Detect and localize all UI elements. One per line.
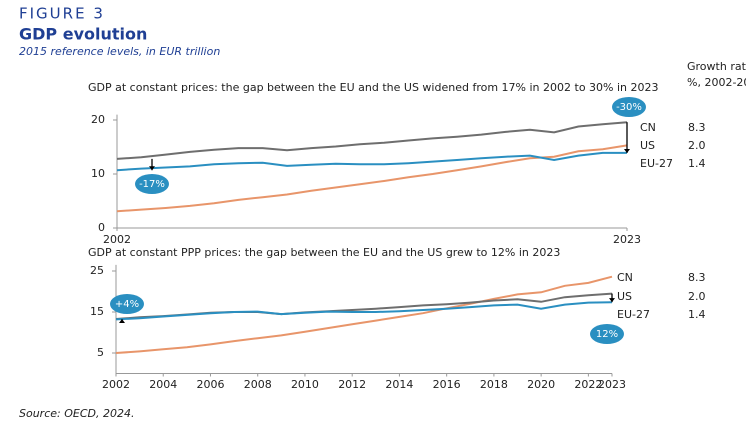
x-tick-label: 2023 [598,378,626,391]
subtitle: 2015 reference levels, in EUR trillion [19,45,220,58]
series-line [115,301,613,321]
annotation-bubble [110,294,144,314]
annotation-bubble [135,174,169,194]
series-label: US [640,139,655,152]
x-tick-label: 2018 [480,378,508,391]
growth-rate: 2.0 [688,290,706,303]
source: Source: OECD, 2024. [19,407,134,420]
x-tick-label: 2006 [196,378,224,391]
chart-title: GDP at constant prices: the gap between … [88,81,659,94]
x-tick-label: 2020 [527,378,555,391]
gap-arrow-head [149,166,155,171]
y-tick-label: 5 [97,346,104,359]
x-tick-label: 2002 [103,233,131,246]
y-tick-label: 15 [90,305,104,318]
x-tick-label: 2002 [102,378,130,391]
x-tick-label: 2012 [338,378,366,391]
title: GDP evolution [19,25,147,44]
growth-rate: 8.3 [688,121,706,134]
x-tick-label: 2016 [433,378,461,391]
annotation-bubble [612,97,646,117]
x-tick-label: 2010 [291,378,319,391]
y-tick-label: 0 [98,221,105,234]
series-label: EU-27 [617,308,650,321]
series-label: EU-27 [640,157,673,170]
series-line [116,144,628,213]
gap-arrow-head [119,318,125,323]
series-line [115,275,613,354]
series-line [116,151,627,172]
x-tick-label: 2023 [613,233,641,246]
growth-rate: 2.0 [688,139,706,152]
growth-rate: 1.4 [688,308,706,321]
chart-title: GDP at constant PPP prices: the gap betw… [88,246,560,259]
y-tick-label: 25 [90,264,104,277]
annotation: 12% [596,329,618,340]
series-label: US [617,290,632,303]
annotation: -30% [616,102,642,113]
growth-header: Growth rat [687,60,746,73]
x-tick-label: 2014 [385,378,413,391]
y-tick-label: 10 [91,167,105,180]
gap-arrow-head [624,148,630,153]
growth-rate: 8.3 [688,271,706,284]
gap-arrow-head [609,298,615,303]
growth-header: %, 2002-20 [687,76,746,89]
x-tick-label: 2004 [149,378,177,391]
annotation: -17% [139,179,165,190]
y-tick-label: 20 [91,113,105,126]
growth-rate: 1.4 [688,157,706,170]
series-line [116,121,628,160]
x-tick-label: 2008 [244,378,272,391]
series-label: CN [617,271,633,284]
series-label: CN [640,121,656,134]
figure-label: FIGURE 3 [19,5,105,23]
annotation-bubble [590,324,624,344]
x-tick-label: 2022 [574,378,602,391]
annotation: +4% [115,299,139,310]
